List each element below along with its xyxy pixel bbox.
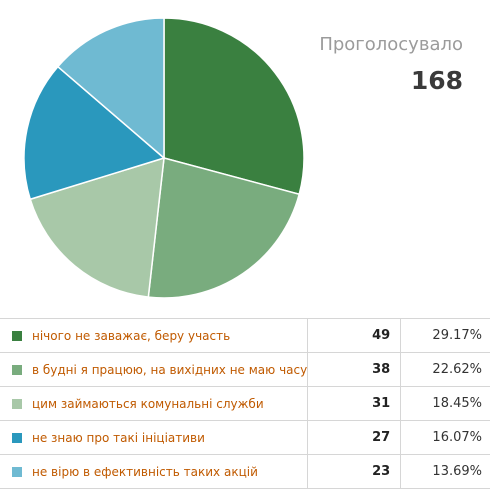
answer-label: в будні я працюю, на вихідних не маю час… — [32, 352, 309, 387]
table-row: не вірю в ефективність таких акцій 23 13.6… — [0, 454, 490, 489]
answer-count: 49 — [307, 318, 402, 353]
total-voted-count: 168 — [410, 66, 463, 95]
answer-label: нічого не заважає, беру участь — [32, 318, 309, 353]
legend-swatch — [12, 466, 22, 477]
answer-count: 38 — [307, 352, 402, 387]
legend-swatch — [12, 330, 22, 341]
answer-percent: 22.62% — [400, 352, 490, 387]
pie-slice-2 — [147, 157, 301, 299]
answer-percent: 16.07% — [400, 420, 490, 455]
table-row: цим займаються комунальні служби 31 18.45% — [0, 386, 490, 421]
answer-percent: 13.69% — [400, 454, 490, 489]
table-row: не знаю про такі ініціативи 27 16.07% — [0, 420, 490, 455]
answer-label: не знаю про такі ініціативи — [32, 420, 309, 455]
answer-count: 31 — [307, 386, 402, 421]
pie-slice-3 — [29, 156, 165, 298]
answer-count: 23 — [307, 454, 402, 489]
answer-percent: 18.45% — [400, 386, 490, 421]
legend-swatch — [12, 364, 22, 375]
legend-swatch — [12, 398, 22, 409]
answer-count: 27 — [307, 420, 402, 455]
answer-label: цим займаються комунальні служби — [32, 386, 309, 421]
legend-swatch — [12, 432, 22, 443]
table-row: в будні я працюю, на вихідних не маю час… — [0, 352, 490, 387]
total-voted-label: Проголосувало — [319, 34, 463, 55]
pie-slice-5 — [56, 17, 165, 160]
answer-label: не вірю в ефективність таких акцій — [32, 454, 309, 489]
table-row: нічого не заважає, беру участь 49 29.17% — [0, 318, 490, 353]
pie-slice-4 — [23, 65, 166, 201]
pie-chart — [23, 17, 305, 299]
answer-percent: 29.17% — [400, 318, 490, 353]
results-table: нічого не заважає, беру участь 49 29.17% в … — [0, 318, 490, 489]
pie-slice-1 — [163, 17, 305, 196]
